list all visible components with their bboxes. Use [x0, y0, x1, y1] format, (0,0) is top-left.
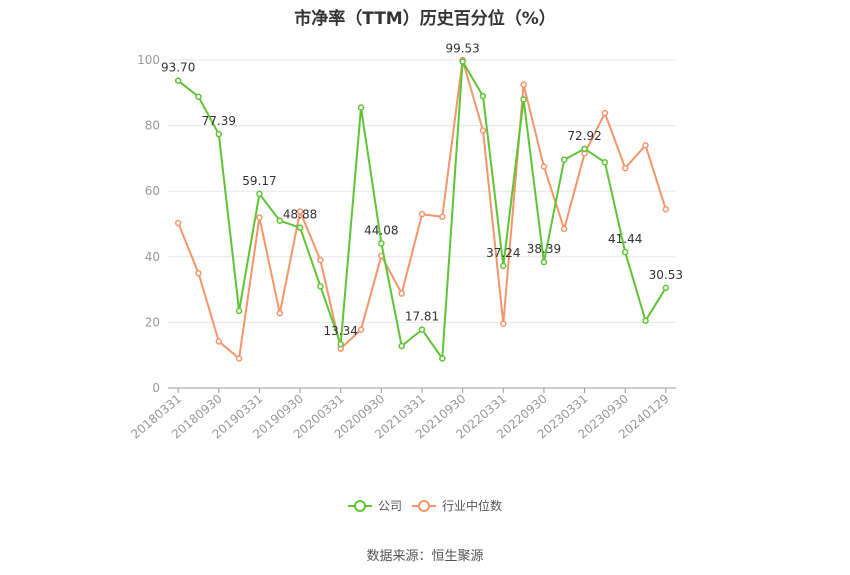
data-label: 17.81	[405, 310, 439, 324]
data-point	[174, 77, 182, 84]
data-point	[174, 219, 182, 227]
data-point	[357, 326, 365, 333]
data-point	[621, 164, 629, 172]
y-tick-label: 100	[137, 53, 160, 67]
data-point	[500, 320, 507, 327]
data-point	[215, 130, 223, 138]
data-label: 30.53	[649, 268, 683, 282]
data-point	[642, 317, 649, 325]
data-point	[439, 355, 446, 362]
data-point	[276, 217, 284, 224]
data-point	[581, 145, 588, 153]
legend-marker	[354, 500, 366, 512]
data-label: 13.34	[324, 324, 358, 338]
data-point	[520, 96, 527, 103]
data-label: 38.39	[527, 242, 561, 256]
data-point	[459, 58, 466, 65]
data-point	[418, 210, 426, 218]
data-point	[398, 290, 405, 297]
data-label: 72.92	[567, 129, 601, 143]
data-label: 44.08	[364, 223, 398, 237]
data-label: 77.39	[202, 114, 236, 128]
data-point	[357, 104, 365, 111]
data-point	[317, 283, 324, 290]
data-point	[337, 340, 344, 348]
data-point	[500, 262, 507, 270]
data-point	[601, 109, 609, 117]
data-point	[479, 127, 487, 134]
data-point	[560, 225, 568, 233]
chart-title: 市净率（TTM）历史百分位（%）	[294, 9, 556, 29]
data-point	[235, 307, 243, 315]
legend-label: 行业中位数	[442, 498, 502, 513]
data-label: 93.70	[161, 61, 195, 75]
data-point	[296, 224, 304, 231]
data-point	[398, 342, 405, 350]
data-point	[642, 142, 649, 149]
legend-marker	[418, 500, 430, 512]
data-point	[520, 81, 527, 88]
data-point	[317, 256, 324, 264]
y-tick-label: 60	[145, 184, 160, 198]
data-point	[215, 338, 223, 345]
data-point	[540, 163, 548, 170]
data-point	[418, 326, 426, 333]
legend-label: 公司	[378, 499, 402, 513]
data-point	[256, 190, 263, 198]
y-tick-label: 0	[152, 381, 160, 395]
data-point	[479, 92, 487, 100]
data-point	[276, 309, 284, 317]
data-point	[621, 248, 629, 256]
data-point	[195, 269, 202, 277]
data-point	[235, 355, 243, 362]
data-label: 59.17	[242, 174, 276, 188]
data-point	[378, 240, 385, 247]
data-label: 99.53	[445, 42, 479, 56]
data-label: 41.44	[608, 232, 642, 246]
data-point	[195, 93, 202, 100]
data-point	[540, 258, 548, 266]
data-point	[662, 284, 670, 292]
y-tick-label: 40	[145, 250, 160, 264]
data-point	[662, 205, 670, 213]
data-point	[439, 213, 446, 221]
data-label: 48.88	[283, 208, 317, 222]
data-point	[296, 208, 304, 215]
y-tick-label: 20	[145, 315, 160, 329]
data-point	[601, 159, 609, 166]
data-point	[256, 214, 263, 221]
data-label: 37.24	[486, 246, 520, 260]
data-source: 数据来源：恒生聚源	[366, 549, 484, 564]
data-point	[560, 156, 568, 163]
y-tick-label: 80	[145, 119, 160, 133]
